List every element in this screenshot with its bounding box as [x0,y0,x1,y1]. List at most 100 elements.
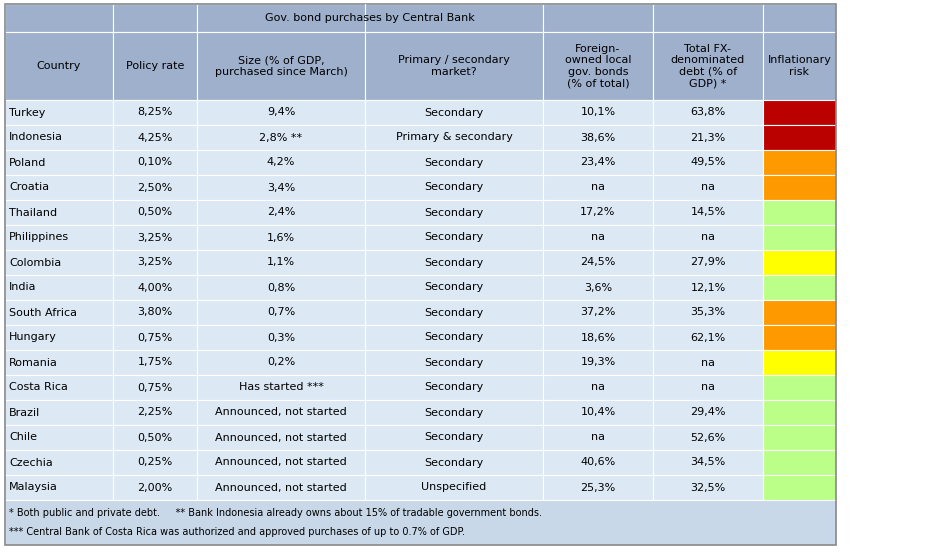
Text: 3,25%: 3,25% [137,233,172,243]
Text: 2,25%: 2,25% [137,408,173,418]
Bar [543,425,653,450]
Bar [197,250,365,275]
Bar [653,225,763,250]
Text: Policy rate: Policy rate [126,61,184,71]
Bar [197,425,365,450]
Text: Romania: Romania [9,357,58,367]
Bar [5,150,113,175]
Bar [763,175,836,200]
Text: 0,2%: 0,2% [267,357,295,367]
Bar [365,100,543,125]
Bar [5,325,113,350]
Text: Poland: Poland [9,157,46,167]
Bar [5,450,113,475]
Bar [197,4,543,32]
Bar [5,32,113,100]
Bar [653,450,763,475]
Bar [543,250,653,275]
Bar [113,150,197,175]
Bar [763,4,836,32]
Bar [5,500,836,545]
Bar [365,200,543,225]
Bar [113,350,197,375]
Text: 21,3%: 21,3% [691,132,726,142]
Bar [543,350,653,375]
Text: na: na [591,382,605,392]
Text: 4,00%: 4,00% [137,283,172,293]
Text: Costa Rica: Costa Rica [9,382,68,392]
Text: 14,5%: 14,5% [691,208,726,218]
Text: Thailand: Thailand [9,208,57,218]
Bar [197,400,365,425]
Bar [365,275,543,300]
Text: Hungary: Hungary [9,332,56,342]
Text: Secondary: Secondary [424,208,484,218]
Text: Unspecified: Unspecified [422,483,486,493]
Text: Secondary: Secondary [424,283,484,293]
Text: Gov. bond purchases by Central Bank: Gov. bond purchases by Central Bank [265,13,475,23]
Bar [5,225,113,250]
Text: Announced, not started: Announced, not started [215,483,347,493]
Bar [543,400,653,425]
Text: Total FX-
denominated
debt (% of
GDP) *: Total FX- denominated debt (% of GDP) * [671,44,745,89]
Bar [365,150,543,175]
Bar [653,250,763,275]
Text: 32,5%: 32,5% [691,483,726,493]
Text: Has started ***: Has started *** [239,382,324,392]
Bar [653,400,763,425]
Text: 0,8%: 0,8% [267,283,295,293]
Bar [5,400,113,425]
Text: Secondary: Secondary [424,433,484,443]
Text: Secondary: Secondary [424,382,484,392]
Bar [5,375,113,400]
Text: Announced, not started: Announced, not started [215,408,347,418]
Text: 9,4%: 9,4% [267,107,295,117]
Bar [113,425,197,450]
Bar [197,350,365,375]
Text: na: na [591,182,605,192]
Text: Foreign-
owned local
gov. bonds
(% of total): Foreign- owned local gov. bonds (% of to… [565,44,631,89]
Bar [5,200,113,225]
Bar [197,375,365,400]
Text: Secondary: Secondary [424,157,484,167]
Text: 24,5%: 24,5% [581,258,615,268]
Text: 0,7%: 0,7% [267,307,295,317]
Text: 0,75%: 0,75% [137,382,172,392]
Bar [653,4,763,32]
Bar [653,475,763,500]
Bar [113,32,197,100]
Bar [653,150,763,175]
Bar [653,375,763,400]
Text: Secondary: Secondary [424,458,484,468]
Text: Secondary: Secondary [424,332,484,342]
Bar [653,350,763,375]
Text: 19,3%: 19,3% [581,357,615,367]
Bar [365,475,543,500]
Text: 8,25%: 8,25% [137,107,173,117]
Bar [543,125,653,150]
Text: Colombia: Colombia [9,258,61,268]
Bar [113,225,197,250]
Bar [543,375,653,400]
Bar [365,32,543,100]
Text: 1,1%: 1,1% [267,258,295,268]
Text: Country: Country [37,61,81,71]
Bar [653,425,763,450]
Text: 3,80%: 3,80% [137,307,172,317]
Bar [365,300,543,325]
Bar [543,300,653,325]
Bar [543,200,653,225]
Text: India: India [9,283,37,293]
Text: 4,2%: 4,2% [267,157,295,167]
Text: 0,3%: 0,3% [267,332,295,342]
Bar [5,350,113,375]
Bar [113,475,197,500]
Bar [197,200,365,225]
Bar [763,100,836,125]
Text: 17,2%: 17,2% [581,208,615,218]
Bar [543,175,653,200]
Text: 37,2%: 37,2% [581,307,615,317]
Text: 4,25%: 4,25% [137,132,173,142]
Text: na: na [701,382,715,392]
Bar [543,225,653,250]
